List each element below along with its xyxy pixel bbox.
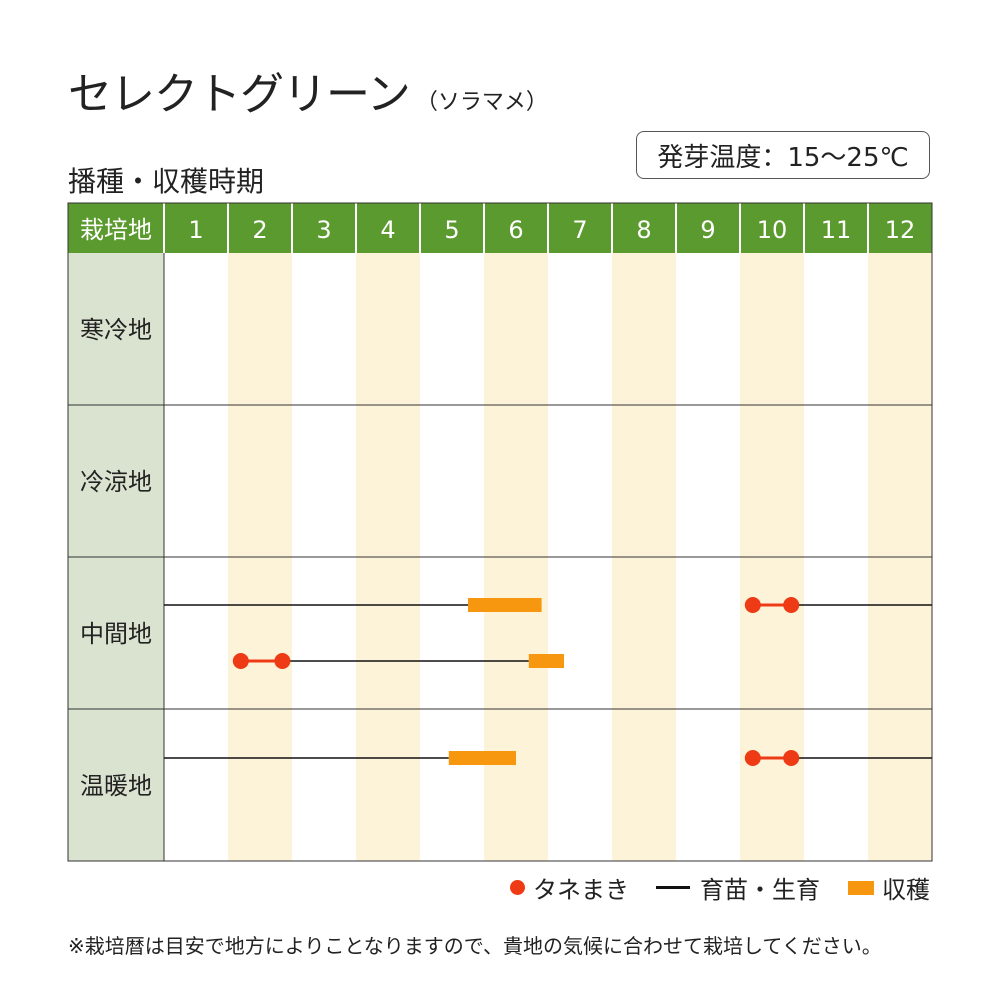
germination-temperature-text: 発芽温度：15〜25℃ xyxy=(657,142,909,173)
sowing-dot xyxy=(783,597,800,613)
month-label: 8 xyxy=(636,216,651,244)
month-label: 11 xyxy=(821,216,852,244)
title-main: セレクトグリーン xyxy=(68,69,411,120)
month-label: 7 xyxy=(572,216,587,244)
month-label: 6 xyxy=(508,216,523,244)
table-border xyxy=(67,202,933,862)
harvest-bar xyxy=(468,598,542,612)
legend-harvest-label: 収穫 xyxy=(882,876,930,904)
month-label: 4 xyxy=(380,216,395,244)
month-label: 1 xyxy=(188,216,203,244)
month-label: 2 xyxy=(252,216,267,244)
harvest-bar xyxy=(448,751,516,765)
harvest-bar-icon xyxy=(848,880,874,895)
section-label: 播種・収穫時期 xyxy=(68,165,265,198)
title-sub: （ソラマメ） xyxy=(415,90,548,115)
legend-sowing: タネまき xyxy=(510,870,629,905)
footnote: ※栽培暦は目安で地方によりことなりますので、貴地の気候に合わせて栽培してください… xyxy=(68,934,882,958)
germination-temperature-box: 発芽温度：15〜25℃ xyxy=(636,131,930,179)
growing-line-icon xyxy=(656,886,690,889)
sowing-dot-icon xyxy=(510,880,525,895)
month-label: 5 xyxy=(444,216,459,244)
chart-title: セレクトグリーン （ソラマメ） xyxy=(68,58,548,122)
month-label: 10 xyxy=(757,216,788,244)
sowing-dot xyxy=(744,750,761,766)
month-label: 12 xyxy=(885,216,916,244)
region-label: 中間地 xyxy=(80,620,152,648)
region-label: 寒冷地 xyxy=(80,316,152,344)
sowing-dot xyxy=(744,597,761,613)
region-label: 冷涼地 xyxy=(80,468,152,496)
header-bar xyxy=(68,203,932,253)
sowing-dot xyxy=(232,653,249,669)
month-label: 3 xyxy=(316,216,331,244)
legend-sowing-label: タネまき xyxy=(533,876,629,904)
sowing-dot xyxy=(783,750,800,766)
legend-harvest: 収穫 xyxy=(848,870,930,905)
corner-label: 栽培地 xyxy=(80,216,152,244)
harvest-bar xyxy=(528,654,564,668)
sowing-dot xyxy=(274,653,291,669)
region-label: 温暖地 xyxy=(80,772,152,800)
month-label: 9 xyxy=(700,216,715,244)
legend-growing-label: 育苗・生育 xyxy=(700,876,820,904)
legend-growing: 育苗・生育 xyxy=(656,870,820,905)
